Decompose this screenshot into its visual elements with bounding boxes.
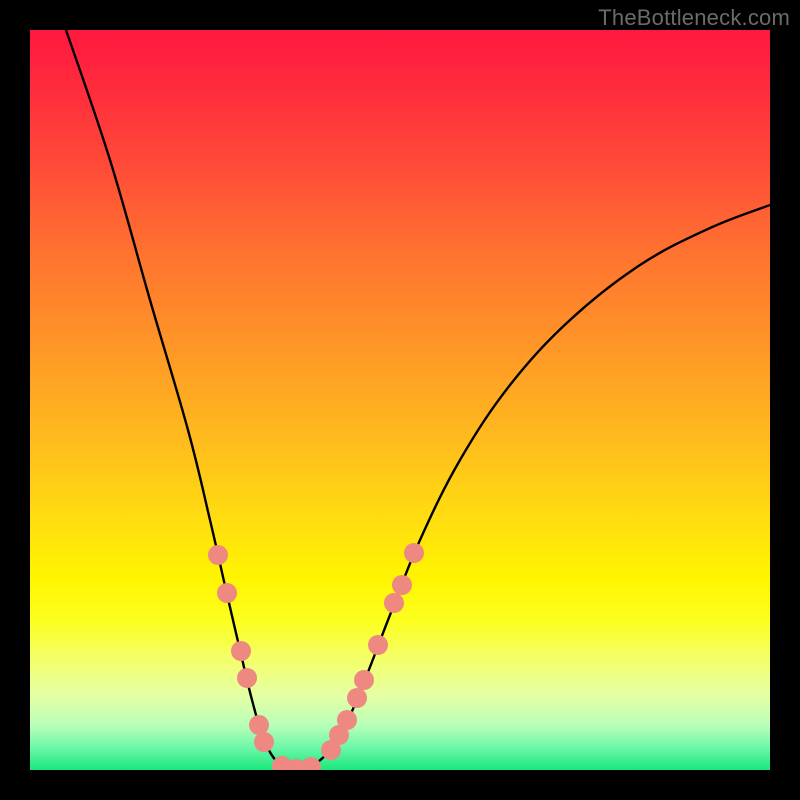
curve-marker xyxy=(392,575,412,595)
v-curve xyxy=(66,30,770,769)
curve-marker xyxy=(301,757,321,770)
curve-marker xyxy=(249,715,269,735)
curve-markers xyxy=(208,543,424,770)
curve-marker xyxy=(354,670,374,690)
curve-marker xyxy=(404,543,424,563)
plot-area xyxy=(30,30,770,770)
curve-marker xyxy=(231,641,251,661)
curve-marker xyxy=(337,710,357,730)
curve-marker xyxy=(384,593,404,613)
curve-marker xyxy=(347,688,367,708)
v-curve-layer xyxy=(30,30,770,770)
curve-marker xyxy=(254,732,274,752)
curve-marker xyxy=(237,668,257,688)
curve-marker xyxy=(217,583,237,603)
chart-frame: TheBottleneck.com xyxy=(0,0,800,800)
curve-marker xyxy=(368,635,388,655)
curve-marker xyxy=(208,545,228,565)
watermark-text: TheBottleneck.com xyxy=(598,5,790,31)
